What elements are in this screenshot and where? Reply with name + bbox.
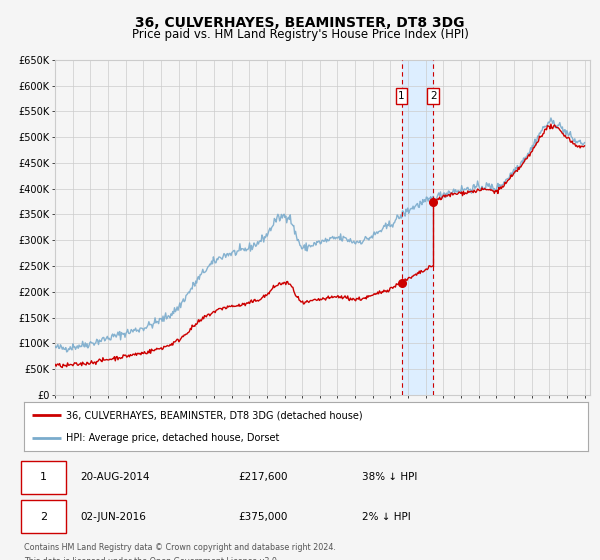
Text: 2% ↓ HPI: 2% ↓ HPI [362,512,411,522]
Text: HPI: Average price, detached house, Dorset: HPI: Average price, detached house, Dors… [66,433,280,443]
Text: 2: 2 [40,512,47,522]
Text: 1: 1 [398,91,405,101]
Text: 20-AUG-2014: 20-AUG-2014 [80,472,150,482]
Text: £217,600: £217,600 [238,472,288,482]
Text: 2: 2 [430,91,436,101]
Text: Contains HM Land Registry data © Crown copyright and database right 2024.: Contains HM Land Registry data © Crown c… [24,543,336,552]
Text: £375,000: £375,000 [238,512,287,522]
Text: This data is licensed under the Open Government Licence v3.0.: This data is licensed under the Open Gov… [24,557,280,560]
Bar [401,60,433,395]
Text: 36, CULVERHAYES, BEAMINSTER, DT8 3DG (detached house): 36, CULVERHAYES, BEAMINSTER, DT8 3DG (de… [66,410,363,421]
FancyBboxPatch shape [21,501,66,534]
FancyBboxPatch shape [21,460,66,493]
Text: 1: 1 [40,472,47,482]
Text: Price paid vs. HM Land Registry's House Price Index (HPI): Price paid vs. HM Land Registry's House … [131,28,469,41]
Text: 36, CULVERHAYES, BEAMINSTER, DT8 3DG: 36, CULVERHAYES, BEAMINSTER, DT8 3DG [135,16,465,30]
Text: 38% ↓ HPI: 38% ↓ HPI [362,472,418,482]
Text: 02-JUN-2016: 02-JUN-2016 [80,512,146,522]
